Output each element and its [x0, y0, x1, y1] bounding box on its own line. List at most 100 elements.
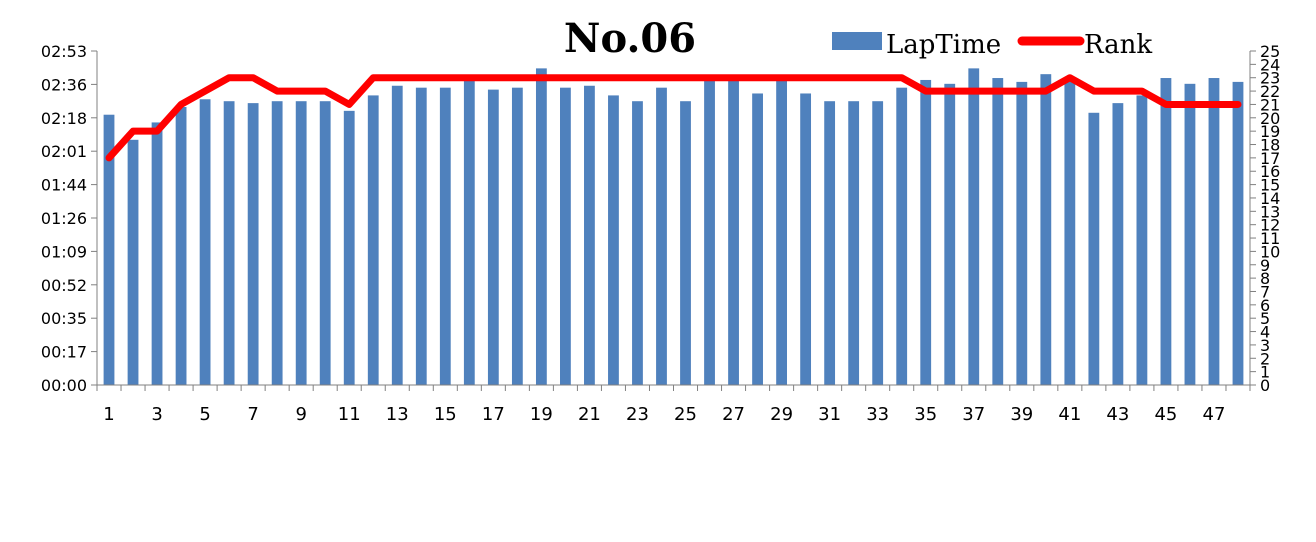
laptime-bar	[343, 110, 355, 386]
laptime-bar	[584, 85, 595, 386]
x-tick-label: 43	[1106, 404, 1129, 425]
legend: LapTime Rank	[832, 30, 1152, 60]
laptime-bar	[632, 101, 643, 385]
x-tick-label: 3	[151, 404, 162, 425]
legend-label-rank: Rank	[1084, 30, 1152, 60]
x-tick-label: 23	[626, 404, 649, 425]
laptime-bar	[1112, 103, 1124, 385]
left-tick-label: 00:35	[41, 309, 87, 328]
right-tick-label: 25	[1260, 42, 1280, 61]
x-tick-label: 5	[199, 404, 210, 425]
laptime-bar	[151, 122, 163, 385]
laptime-bar	[223, 101, 235, 385]
laptime-bar	[968, 68, 980, 385]
x-tick-label: 17	[482, 404, 505, 425]
laptime-bar	[704, 76, 715, 385]
laptime-bar	[1088, 112, 1100, 386]
left-tick-label: 01:26	[41, 209, 87, 228]
x-tick-label: 31	[818, 404, 841, 425]
laptime-bar	[1040, 74, 1052, 385]
right-tick-label: 18	[1260, 136, 1280, 155]
x-tick-label: 11	[338, 404, 361, 425]
axes	[96, 51, 1251, 386]
x-axis-ticks: 1 3 5 7 9 11 13 15 17 19 21 23 25 27 29 31 33 35 37 39 41 43 4…	[96, 385, 1251, 425]
right-tick-label: 10	[1260, 242, 1280, 261]
rank-line	[105, 74, 1242, 162]
x-tick-label: 29	[770, 404, 793, 425]
laptime-bar	[776, 76, 787, 385]
right-tick-label: 22	[1260, 82, 1280, 101]
x-tick-label: 37	[962, 404, 985, 425]
right-tick-label: 20	[1260, 109, 1280, 128]
laptime-bar	[656, 87, 667, 386]
rank-line-group	[105, 74, 1242, 162]
right-tick-label: 0	[1260, 376, 1270, 395]
right-tick-label: 23	[1260, 69, 1280, 88]
laptime-bar	[463, 76, 475, 385]
right-tick-label: 11	[1260, 229, 1280, 248]
right-tick-label: 7	[1260, 282, 1270, 301]
laptime-bar	[1232, 81, 1244, 386]
laptime-bar	[680, 101, 691, 385]
laptime-bar	[896, 87, 908, 386]
laptime-bar	[127, 139, 139, 385]
legend-label-laptime: LapTime	[886, 30, 1001, 60]
laptime-bar	[800, 93, 812, 385]
laptime-bar	[535, 68, 547, 385]
laptime-bar	[247, 103, 259, 385]
x-tick-label: 47	[1203, 404, 1226, 425]
right-tick-label: 12	[1260, 216, 1280, 235]
left-tick-label: 02:18	[41, 109, 87, 128]
right-tick-label: 4	[1260, 323, 1270, 342]
laptime-bar	[391, 85, 403, 386]
laptime-bar	[560, 87, 571, 386]
laptime-bar	[511, 87, 523, 386]
right-tick-label: 14	[1260, 189, 1280, 208]
right-tick-label: 19	[1260, 122, 1280, 141]
x-tick-label: 13	[386, 404, 409, 425]
right-tick-label: 24	[1260, 55, 1280, 74]
left-axis-ticks: 00:00 00:17 00:35 00:52 01:09 01:26 01:44 02:01…	[41, 42, 97, 395]
legend-swatch-laptime	[832, 32, 882, 50]
laptime-bar	[295, 101, 307, 385]
left-tick-label: 00:52	[41, 276, 87, 295]
right-axis-ticks: 0123456789101112131415161718192021222324…	[1250, 42, 1280, 395]
right-tick-label: 3	[1260, 336, 1270, 355]
laptime-bar	[175, 106, 187, 386]
right-tick-label: 5	[1260, 309, 1270, 328]
left-tick-label: 01:44	[41, 176, 87, 195]
left-tick-label: 00:00	[41, 376, 87, 395]
laptime-bar	[920, 79, 932, 385]
right-tick-label: 6	[1260, 296, 1270, 315]
laptime-bar	[487, 89, 499, 385]
x-tick-label: 21	[578, 404, 601, 425]
laptime-bar	[1016, 81, 1028, 386]
laptime-bar	[824, 101, 836, 385]
x-tick-label: 9	[295, 404, 306, 425]
right-tick-label: 1	[1260, 363, 1270, 382]
laptime-bar	[992, 78, 1004, 385]
x-tick-label: 15	[434, 404, 457, 425]
x-tick-label: 7	[247, 404, 258, 425]
laptime-bar	[271, 101, 283, 385]
x-tick-label: 27	[722, 404, 745, 425]
x-tick-label: 1	[103, 404, 114, 425]
chart-title: No.06	[564, 15, 696, 62]
x-tick-label: 45	[1154, 404, 1177, 425]
left-tick-label: 01:09	[41, 242, 87, 261]
right-tick-label: 15	[1260, 176, 1280, 195]
right-tick-label: 21	[1260, 95, 1280, 114]
laptime-bar	[752, 93, 763, 385]
right-tick-label: 16	[1260, 162, 1280, 181]
laptime-bar	[439, 87, 451, 386]
laptime-bar	[319, 101, 331, 385]
left-tick-label: 00:17	[41, 343, 87, 362]
laptime-bar	[848, 101, 860, 385]
laptime-bars	[103, 68, 1244, 386]
x-tick-label: 33	[866, 404, 889, 425]
x-tick-label: 19	[530, 404, 553, 425]
right-tick-label: 17	[1260, 149, 1280, 168]
laptime-bar	[728, 76, 739, 385]
x-tick-label: 39	[1010, 404, 1033, 425]
